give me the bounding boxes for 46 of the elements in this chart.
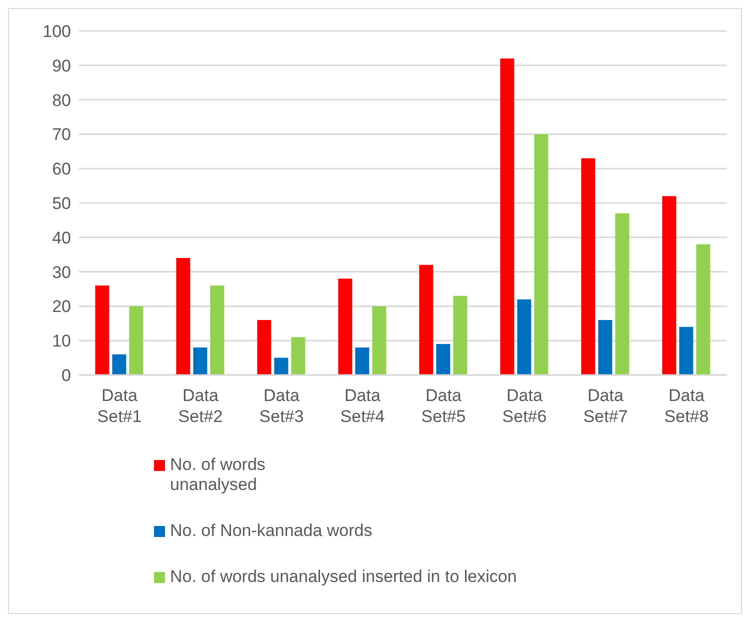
bar xyxy=(95,286,110,375)
bar xyxy=(436,344,450,375)
x-tick-label: Data Set#3 xyxy=(259,386,304,426)
y-tick-label: 20 xyxy=(52,297,71,316)
bar xyxy=(517,299,532,375)
y-tick-label: 50 xyxy=(52,194,71,214)
y-tick-label: 70 xyxy=(52,125,71,144)
bar xyxy=(419,264,434,375)
y-tick-label: 10 xyxy=(52,332,71,351)
bar xyxy=(291,337,306,375)
bar xyxy=(500,58,514,375)
y-tick-label: 0 xyxy=(62,366,71,386)
y-tick-label: 100 xyxy=(42,22,71,42)
y-tick-label: 40 xyxy=(52,228,71,248)
bar xyxy=(581,158,596,375)
x-tick-label: Data Set#6 xyxy=(502,386,547,426)
bar xyxy=(129,306,144,375)
x-tick-label: Data Set#5 xyxy=(421,386,466,426)
x-tick-label: Data Set#7 xyxy=(583,386,628,426)
bar xyxy=(176,258,190,375)
bar xyxy=(453,296,468,375)
y-tick-label: 80 xyxy=(52,90,71,110)
x-tick-label: Data Set#8 xyxy=(664,386,709,426)
y-tick-label: 30 xyxy=(52,262,71,282)
bar xyxy=(372,306,386,375)
bar xyxy=(534,134,548,375)
legend-label: No. of words unanalysed xyxy=(170,455,266,495)
x-tick-label: Data Set#4 xyxy=(340,386,385,426)
bar xyxy=(257,320,272,375)
legend-label: No. of Non-kannada words xyxy=(170,521,372,541)
bar xyxy=(598,320,612,375)
y-tick-label: 90 xyxy=(52,56,71,76)
bar xyxy=(193,347,208,375)
bar xyxy=(112,354,126,375)
bar xyxy=(338,278,352,375)
y-tick-label: 60 xyxy=(52,160,71,179)
legend-label: No. of words unanalysed inserted in to lexicon xyxy=(170,567,517,587)
bar xyxy=(274,358,288,375)
bar xyxy=(615,213,630,375)
x-tick-label: Data Set#2 xyxy=(178,386,223,426)
bar xyxy=(679,326,694,375)
bar xyxy=(210,286,224,375)
x-tick-label: Data Set#1 xyxy=(97,386,142,426)
bar xyxy=(355,347,370,375)
bar xyxy=(696,244,710,375)
bar xyxy=(662,196,676,375)
